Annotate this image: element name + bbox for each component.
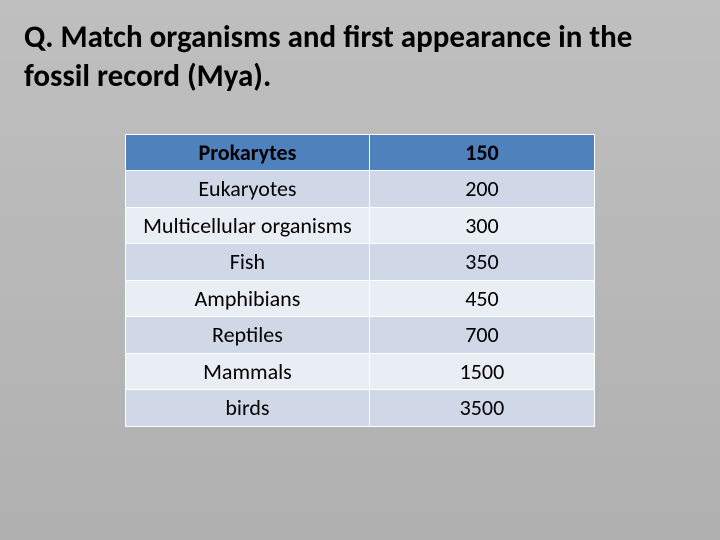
table-row: Amphibians450 <box>126 280 595 317</box>
table-row: birds3500 <box>126 390 595 427</box>
value-cell: 3500 <box>369 390 594 427</box>
value-cell: 350 <box>369 244 594 281</box>
table-row: Fish350 <box>126 244 595 281</box>
table-row: Prokarytes150 <box>126 134 595 171</box>
match-table-body: Prokarytes150Eukaryotes200Multicellular … <box>126 134 595 426</box>
organism-cell: Reptiles <box>126 317 370 354</box>
table-row: Reptiles700 <box>126 317 595 354</box>
value-cell: 700 <box>369 317 594 354</box>
question-title: Q. Match organisms and first appearance … <box>0 0 720 96</box>
organism-cell: Mammals <box>126 353 370 390</box>
organism-cell: Fish <box>126 244 370 281</box>
value-cell: 150 <box>369 134 594 171</box>
organism-cell: Amphibians <box>126 280 370 317</box>
value-cell: 450 <box>369 280 594 317</box>
value-cell: 200 <box>369 171 594 208</box>
match-table-container: Prokarytes150Eukaryotes200Multicellular … <box>125 134 595 427</box>
match-table: Prokarytes150Eukaryotes200Multicellular … <box>125 134 595 427</box>
table-row: Eukaryotes200 <box>126 171 595 208</box>
table-row: Multicellular organisms300 <box>126 207 595 244</box>
organism-cell: birds <box>126 390 370 427</box>
table-row: Mammals1500 <box>126 353 595 390</box>
organism-cell: Multicellular organisms <box>126 207 370 244</box>
organism-cell: Prokarytes <box>126 134 370 171</box>
organism-cell: Eukaryotes <box>126 171 370 208</box>
value-cell: 300 <box>369 207 594 244</box>
value-cell: 1500 <box>369 353 594 390</box>
